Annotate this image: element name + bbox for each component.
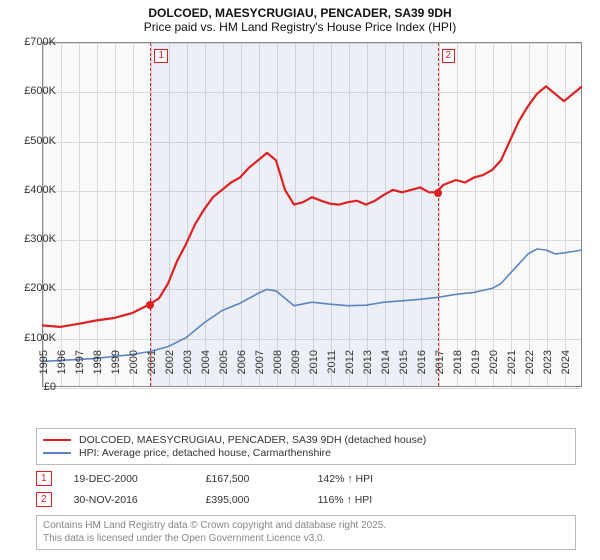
title-block: DOLCOED, MAESYCRUGIAU, PENCADER, SA39 9D…	[0, 0, 600, 36]
xtick-label: 2017	[434, 350, 446, 374]
xtick-label: 1995	[38, 350, 50, 374]
marker-date: 30-NOV-2016	[74, 494, 184, 506]
marker-id-box: 2	[36, 492, 52, 507]
legend-row: DOLCOED, MAESYCRUGIAU, PENCADER, SA39 9D…	[43, 434, 569, 446]
gridline-h	[43, 388, 581, 389]
marker-date: 19-DEC-2000	[74, 473, 184, 485]
xtick-label: 1999	[110, 350, 122, 374]
series-svg	[42, 42, 582, 387]
markers-table: 1 19-DEC-2000 £167,500 142% ↑ HPI 2 30-NOV-20…	[36, 468, 576, 510]
xtick-label: 2009	[290, 350, 302, 374]
marker-price: £167,500	[206, 473, 296, 485]
title-sub: Price paid vs. HM Land Registry's House …	[0, 20, 600, 34]
xtick-label: 2014	[380, 350, 392, 374]
xtick-label: 2015	[398, 350, 410, 374]
legend-swatch	[43, 439, 71, 441]
xtick-label: 1996	[56, 350, 68, 374]
legend-row: HPI: Average price, detached house, Carm…	[43, 447, 569, 459]
marker-delta: 116% ↑ HPI	[318, 494, 373, 506]
footer: Contains HM Land Registry data © Crown c…	[36, 515, 576, 550]
series-line-price_paid	[42, 86, 582, 327]
marker-table-row: 1 19-DEC-2000 £167,500 142% ↑ HPI	[36, 468, 576, 489]
title-main: DOLCOED, MAESYCRUGIAU, PENCADER, SA39 9D…	[0, 6, 600, 20]
xtick-label: 2016	[416, 350, 428, 374]
xtick-label: 2002	[164, 350, 176, 374]
ytick-label: £700K	[6, 36, 56, 48]
marker-price: £395,000	[206, 494, 296, 506]
legend-swatch	[43, 452, 71, 454]
xtick-label: 2005	[218, 350, 230, 374]
xtick-label: 2007	[254, 350, 266, 374]
xtick-label: 2020	[488, 350, 500, 374]
chart-container: DOLCOED, MAESYCRUGIAU, PENCADER, SA39 9D…	[0, 0, 600, 560]
xtick-label: 2003	[182, 350, 194, 374]
xtick-label: 2001	[146, 350, 158, 374]
xtick-label: 2012	[344, 350, 356, 374]
legend-label: DOLCOED, MAESYCRUGIAU, PENCADER, SA39 9D…	[79, 434, 426, 446]
marker-table-row: 2 30-NOV-2016 £395,000 116% ↑ HPI	[36, 489, 576, 510]
ytick-label: £0	[6, 381, 56, 393]
footer-line-1: Contains HM Land Registry data © Crown c…	[43, 520, 569, 533]
ytick-label: £600K	[6, 85, 56, 97]
xtick-label: 2022	[524, 350, 536, 374]
chart-area: 12	[42, 42, 582, 387]
marker-id-box: 1	[36, 471, 52, 486]
xtick-label: 2004	[200, 350, 212, 374]
xtick-label: 2023	[542, 350, 554, 374]
xtick-label: 2000	[128, 350, 140, 374]
ytick-label: £400K	[6, 184, 56, 196]
xtick-label: 1998	[92, 350, 104, 374]
xtick-label: 2013	[362, 350, 374, 374]
marker-delta: 142% ↑ HPI	[318, 473, 373, 485]
xtick-label: 2024	[560, 350, 572, 374]
ytick-label: £100K	[6, 332, 56, 344]
xtick-label: 2010	[308, 350, 320, 374]
ytick-label: £500K	[6, 135, 56, 147]
footer-line-2: This data is licensed under the Open Gov…	[43, 533, 569, 546]
xtick-label: 2021	[506, 350, 518, 374]
xtick-label: 2018	[452, 350, 464, 374]
ytick-label: £200K	[6, 282, 56, 294]
xtick-label: 2011	[326, 350, 338, 374]
xtick-label: 2006	[236, 350, 248, 374]
xtick-label: 2019	[470, 350, 482, 374]
xtick-label: 1997	[74, 350, 86, 374]
legend: DOLCOED, MAESYCRUGIAU, PENCADER, SA39 9D…	[36, 428, 576, 465]
legend-label: HPI: Average price, detached house, Carm…	[79, 447, 331, 459]
series-line-hpi	[42, 249, 582, 361]
ytick-label: £300K	[6, 233, 56, 245]
xtick-label: 2008	[272, 350, 284, 374]
